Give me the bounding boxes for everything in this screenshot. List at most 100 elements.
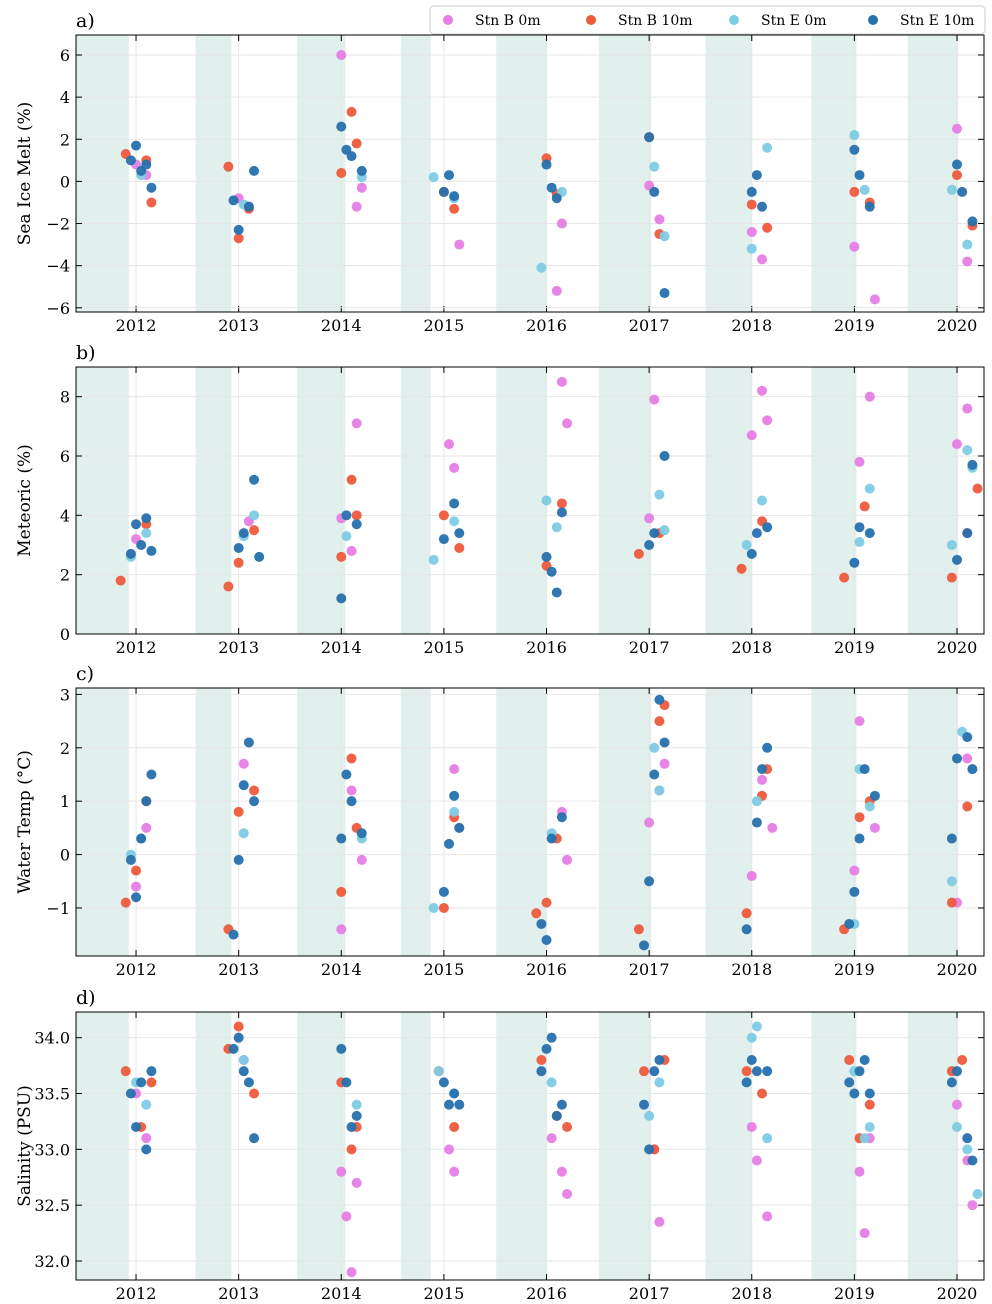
x-tick-label: 2016 xyxy=(526,316,567,335)
point xyxy=(962,256,973,267)
x-tick-label: 2015 xyxy=(424,316,465,335)
point xyxy=(654,716,665,727)
point xyxy=(249,525,260,536)
legend-label: Stn B 10m xyxy=(618,13,693,29)
point xyxy=(346,545,357,556)
point xyxy=(336,50,347,61)
point xyxy=(141,528,152,539)
point xyxy=(141,1133,152,1144)
point xyxy=(967,216,978,227)
point xyxy=(746,1122,757,1133)
point xyxy=(746,430,757,441)
point xyxy=(454,822,465,833)
point xyxy=(238,780,249,791)
point xyxy=(654,1055,665,1066)
point xyxy=(120,1066,131,1077)
point xyxy=(546,833,557,844)
shaded-span xyxy=(76,688,129,956)
panel: 2012 2013 2014 2015 2016 2017 2018 2019 2020 0 2 4 6… xyxy=(15,342,985,657)
x-tick-label: 2018 xyxy=(731,638,772,657)
x-tick-label: 2012 xyxy=(116,960,157,979)
y-tick-label: 2 xyxy=(60,739,70,758)
point xyxy=(233,557,244,568)
shaded-span xyxy=(598,35,652,312)
shaded-span xyxy=(76,367,129,634)
x-tick-label: 2017 xyxy=(629,1284,670,1303)
point xyxy=(249,796,260,807)
point xyxy=(444,439,455,450)
shaded-span xyxy=(705,35,752,312)
point xyxy=(952,1099,963,1110)
x-tick-label: 2020 xyxy=(937,316,978,335)
point xyxy=(141,796,152,807)
point xyxy=(536,1066,547,1077)
shaded-span xyxy=(195,35,232,312)
point xyxy=(757,495,768,506)
point xyxy=(757,1088,768,1099)
y-tick-label: 2 xyxy=(60,566,70,585)
point xyxy=(972,483,983,494)
point xyxy=(644,513,655,524)
point xyxy=(556,1099,567,1110)
point xyxy=(115,575,126,586)
shaded-span xyxy=(496,367,547,634)
shaded-span xyxy=(400,688,431,956)
point xyxy=(746,870,757,881)
point xyxy=(854,1166,865,1177)
point xyxy=(644,132,655,143)
point xyxy=(762,415,773,426)
point xyxy=(438,902,449,913)
point xyxy=(762,142,773,153)
shaded-span xyxy=(400,35,431,312)
point xyxy=(967,459,978,470)
y-tick-label: 4 xyxy=(60,506,70,525)
point xyxy=(131,140,142,151)
x-tick-label: 2017 xyxy=(629,960,670,979)
point xyxy=(341,510,352,521)
x-tick-label: 2019 xyxy=(834,960,875,979)
point xyxy=(351,1110,362,1121)
point xyxy=(962,801,973,812)
point xyxy=(546,182,557,193)
point xyxy=(336,833,347,844)
point xyxy=(449,764,460,775)
point xyxy=(249,785,260,796)
point xyxy=(659,288,670,299)
point xyxy=(238,528,249,539)
shaded-span xyxy=(598,688,652,956)
point xyxy=(654,214,665,225)
point xyxy=(854,812,865,823)
point xyxy=(967,1200,978,1211)
point xyxy=(644,540,655,550)
point xyxy=(341,769,352,780)
point xyxy=(639,1099,650,1110)
point xyxy=(346,1122,357,1133)
y-axis-label: Salinity (PSU) xyxy=(15,1085,35,1207)
shaded-span xyxy=(400,1012,431,1280)
point xyxy=(659,737,670,748)
y-tick-label: 32.5 xyxy=(34,1196,70,1215)
panel: 2012 2013 2014 2015 2016 2017 2018 2019 2020 32.0… xyxy=(15,987,985,1303)
point xyxy=(562,1189,573,1200)
point xyxy=(757,764,768,775)
point xyxy=(120,897,131,908)
point xyxy=(659,525,670,536)
point xyxy=(746,186,757,197)
point xyxy=(741,1066,752,1077)
point xyxy=(346,1144,357,1155)
point xyxy=(869,790,880,801)
point xyxy=(449,806,460,817)
legend-marker xyxy=(868,15,878,25)
shaded-span xyxy=(76,1012,129,1280)
point xyxy=(952,1066,963,1077)
point xyxy=(449,1166,460,1177)
shaded-span xyxy=(496,1012,547,1280)
point xyxy=(449,191,460,202)
point xyxy=(746,243,757,254)
point xyxy=(644,1144,655,1155)
point xyxy=(649,161,660,172)
point xyxy=(962,239,973,250)
legend-label: Stn E 0m xyxy=(761,13,827,29)
point xyxy=(556,1166,567,1177)
point xyxy=(238,828,249,839)
